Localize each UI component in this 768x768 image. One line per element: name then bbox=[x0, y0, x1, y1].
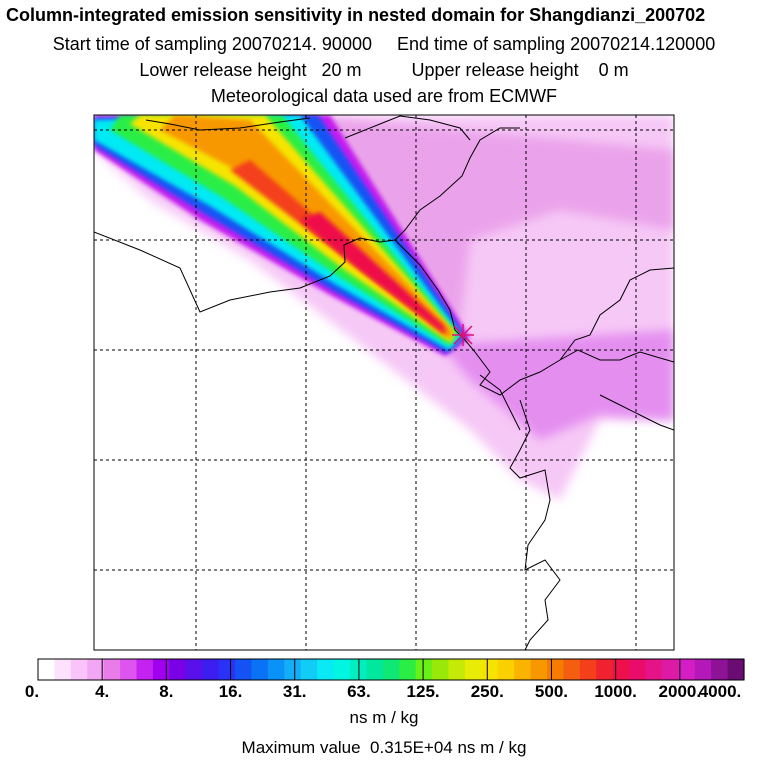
colorbar-cell bbox=[218, 659, 236, 680]
colorbar-cell bbox=[546, 659, 564, 680]
colorbar-cell bbox=[448, 659, 466, 680]
release-heights: Lower release height 20 m Upper release … bbox=[139, 60, 629, 80]
sampling-times: Start time of sampling 20070214. 90000 E… bbox=[52, 34, 716, 54]
colorbar-cell bbox=[169, 659, 187, 680]
colorbar-cell bbox=[103, 659, 121, 680]
colorbar-tick-label: 8. bbox=[159, 682, 174, 701]
colorbar-cell bbox=[54, 659, 72, 680]
colorbar-cell bbox=[645, 659, 663, 680]
colorbar-cell bbox=[415, 659, 433, 680]
plume-band-4 bbox=[110, 115, 458, 346]
map-frame bbox=[93, 114, 675, 651]
colorbar-cell bbox=[38, 659, 56, 680]
colorbar-tick-label: 250. bbox=[470, 682, 504, 701]
colorbar-cells bbox=[37, 659, 745, 680]
colorbar-cell bbox=[235, 659, 253, 680]
colorbar-cell bbox=[136, 659, 154, 680]
colorbar-tick-label: 1000. bbox=[594, 682, 637, 701]
colorbar-tick-label: 4. bbox=[95, 682, 110, 701]
page-title: Column-integrated emission sensitivity i… bbox=[6, 5, 706, 25]
colorbar-tick-label: 31. bbox=[282, 682, 307, 701]
plume-band-5 bbox=[130, 115, 455, 343]
colorbar-cell bbox=[251, 659, 269, 680]
colorbar-cell bbox=[70, 659, 88, 680]
colorbar-tick-label: 0. bbox=[24, 682, 40, 701]
colorbar-units: ns m / kg bbox=[349, 708, 419, 727]
colorbar-cell bbox=[300, 659, 318, 680]
colorbar-cell bbox=[694, 659, 712, 680]
colorbar-cell bbox=[629, 659, 647, 680]
colorbar-cell bbox=[152, 659, 170, 680]
graticule bbox=[94, 115, 674, 650]
colorbar-cell bbox=[711, 659, 729, 680]
colorbar-cell bbox=[382, 659, 400, 680]
colorbar-cell bbox=[481, 659, 499, 680]
colorbar-cell bbox=[727, 659, 745, 680]
coastlines bbox=[94, 115, 674, 650]
colorbar-cell bbox=[497, 659, 515, 680]
colorbar-cell bbox=[87, 659, 105, 680]
sensitivity-haze-strong bbox=[300, 115, 674, 340]
colorbar-cell bbox=[185, 659, 203, 680]
colorbar-cell bbox=[563, 659, 581, 680]
colorbar-cell bbox=[612, 659, 630, 680]
receptor-cross-icon bbox=[452, 324, 474, 346]
colorbar-cell bbox=[514, 659, 532, 680]
colorbar-tick-label: 500. bbox=[534, 682, 568, 701]
colorbar-cell bbox=[202, 659, 220, 680]
colorbar-tick-label: 63. bbox=[347, 682, 371, 701]
colorbar-cell bbox=[284, 659, 302, 680]
colorbar-tick-label: 16. bbox=[218, 682, 243, 701]
colorbar-cell bbox=[399, 659, 417, 680]
colorbar-cell bbox=[579, 659, 597, 680]
colorbar-cell bbox=[530, 659, 548, 680]
plume-core bbox=[300, 212, 446, 334]
colorbar-cell bbox=[333, 659, 351, 680]
colorbar-cell bbox=[464, 659, 482, 680]
maximum-value: Maximum value 0.315E+04 ns m / kg bbox=[241, 738, 527, 757]
colorbar-cell bbox=[678, 659, 696, 680]
colorbar-tick-label: 125. bbox=[406, 682, 440, 701]
colorbar-cell bbox=[432, 659, 450, 680]
sensitivity-haze-east bbox=[440, 330, 674, 440]
colorbar-frame bbox=[37, 658, 745, 681]
colorbar-cell bbox=[661, 659, 679, 680]
colorbar-cell bbox=[596, 659, 614, 680]
colorbar-cell bbox=[267, 659, 285, 680]
colorbar-tick-label: 4000. bbox=[698, 682, 742, 701]
colorbar-cell bbox=[366, 659, 384, 680]
colorbar-tick-label: 2000. bbox=[658, 682, 702, 701]
colorbar-cell bbox=[120, 659, 138, 680]
meteo-source: Meteorological data used are from ECMWF bbox=[210, 86, 558, 106]
plume-layer bbox=[94, 115, 674, 500]
colorbar-cell bbox=[317, 659, 335, 680]
